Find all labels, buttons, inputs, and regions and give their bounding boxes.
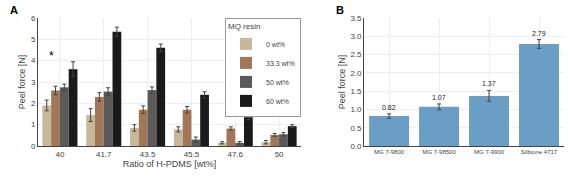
svg-text:50 wt%: 50 wt%	[266, 79, 289, 86]
svg-text:0.5: 0.5	[350, 124, 362, 133]
svg-text:0: 0	[31, 142, 36, 151]
svg-text:1.0: 1.0	[350, 105, 362, 114]
svg-text:Peel force [N]: Peel force [N]	[17, 55, 27, 110]
svg-text:A: A	[10, 4, 18, 16]
svg-text:1.5: 1.5	[350, 87, 362, 96]
svg-text:1.37: 1.37	[482, 80, 496, 87]
svg-text:3: 3	[31, 78, 36, 87]
svg-text:45.5: 45.5	[184, 150, 200, 159]
svg-text:2: 2	[31, 99, 36, 108]
svg-text:0 wt%: 0 wt%	[266, 41, 285, 48]
svg-text:3.5: 3.5	[350, 14, 362, 23]
svg-text:MG 7-98500: MG 7-98500	[422, 149, 456, 155]
svg-text:2.0: 2.0	[350, 69, 362, 78]
svg-text:6: 6	[31, 14, 36, 23]
svg-text:3.0: 3.0	[350, 32, 362, 41]
svg-text:2.5: 2.5	[350, 50, 362, 59]
svg-text:60 wt%: 60 wt%	[266, 98, 289, 105]
svg-text:Silbione 4717: Silbione 4717	[521, 149, 558, 155]
svg-text:Ratio of H-PDMS [wt%]: Ratio of H-PDMS [wt%]	[123, 159, 217, 169]
svg-text:B: B	[336, 4, 344, 16]
svg-text:50: 50	[275, 150, 284, 159]
svg-text:33.3 wt%: 33.3 wt%	[266, 60, 295, 67]
svg-text:41.7: 41.7	[96, 150, 112, 159]
svg-text:2.79: 2.79	[532, 30, 546, 37]
svg-text:4: 4	[31, 56, 36, 65]
svg-text:1: 1	[31, 120, 36, 129]
svg-text:0.0: 0.0	[350, 142, 362, 151]
svg-text:1.07: 1.07	[432, 94, 446, 101]
svg-text:MQ resin: MQ resin	[228, 22, 260, 31]
svg-text:47.6: 47.6	[227, 150, 243, 159]
svg-text:40: 40	[55, 150, 64, 159]
svg-text:43.5: 43.5	[140, 150, 156, 159]
svg-text:*: *	[49, 49, 54, 63]
svg-text:MG 7-9900: MG 7-9900	[474, 149, 505, 155]
svg-text:MG 7-9800: MG 7-9800	[374, 149, 405, 155]
svg-text:0.82: 0.82	[382, 104, 396, 111]
svg-text:Peel force [N]: Peel force [N]	[337, 55, 347, 110]
svg-text:5: 5	[31, 35, 36, 44]
